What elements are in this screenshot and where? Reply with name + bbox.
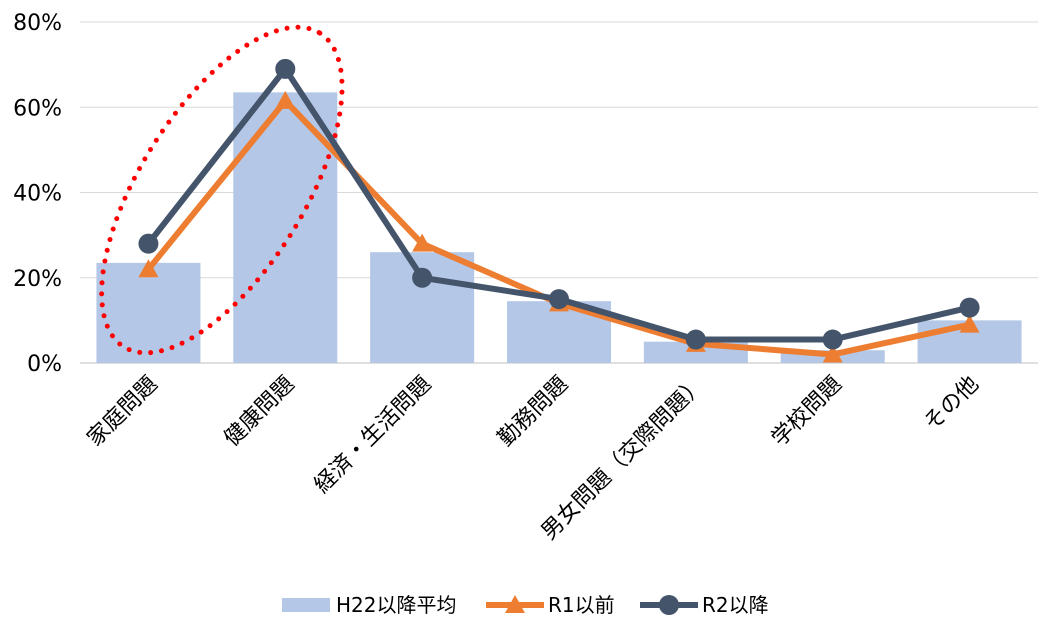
data-point-triangle [412,233,433,252]
legend-item: H22以降平均 [282,593,457,617]
data-point-triangle [138,259,159,278]
data-point-circle [549,289,569,310]
legend-item: R2以降 [640,593,769,617]
line-series [138,58,980,363]
legend-label: H22以降平均 [336,593,457,617]
data-point-circle [822,329,843,350]
legend-label: R1以前 [548,593,615,617]
data-point-circle [685,329,706,350]
y-tick-label: 60% [13,96,62,121]
data-point-circle [959,297,980,318]
data-point-circle [275,58,296,79]
dotted-ellipse [99,24,345,356]
legend-label: R2以降 [702,593,769,617]
legend-item: R1以前 [486,593,615,617]
y-axis-ticks: 0% 20% 40% 60% 80% [13,11,62,377]
y-tick-label: 20% [13,267,62,292]
x-category-label: 学校問題 [767,372,847,452]
data-point-circle [412,267,433,288]
y-tick-label: 80% [13,11,62,36]
legend: H22以降平均 R1以前 R2以降 [282,593,769,617]
data-point-triangle [959,314,980,333]
x-category-label: 健康問題 [220,372,300,452]
series-circle-line [138,58,980,350]
y-tick-label: 40% [13,182,62,207]
highlight-annotation [99,24,345,356]
data-point-triangle [822,344,843,363]
bar [233,92,338,364]
legend-marker [659,595,679,615]
legend-swatch [282,598,330,612]
x-category-label: 家庭問題 [83,372,163,452]
x-category-label: 経済・生活問題 [310,372,437,499]
data-point-triangle [275,90,296,109]
y-tick-label: 0% [27,352,62,377]
x-category-label: その他 [919,372,983,436]
data-point-circle [138,233,159,254]
legend-marker [505,595,525,613]
bar [96,262,201,363]
x-category-label: 勤務問題 [493,372,573,452]
